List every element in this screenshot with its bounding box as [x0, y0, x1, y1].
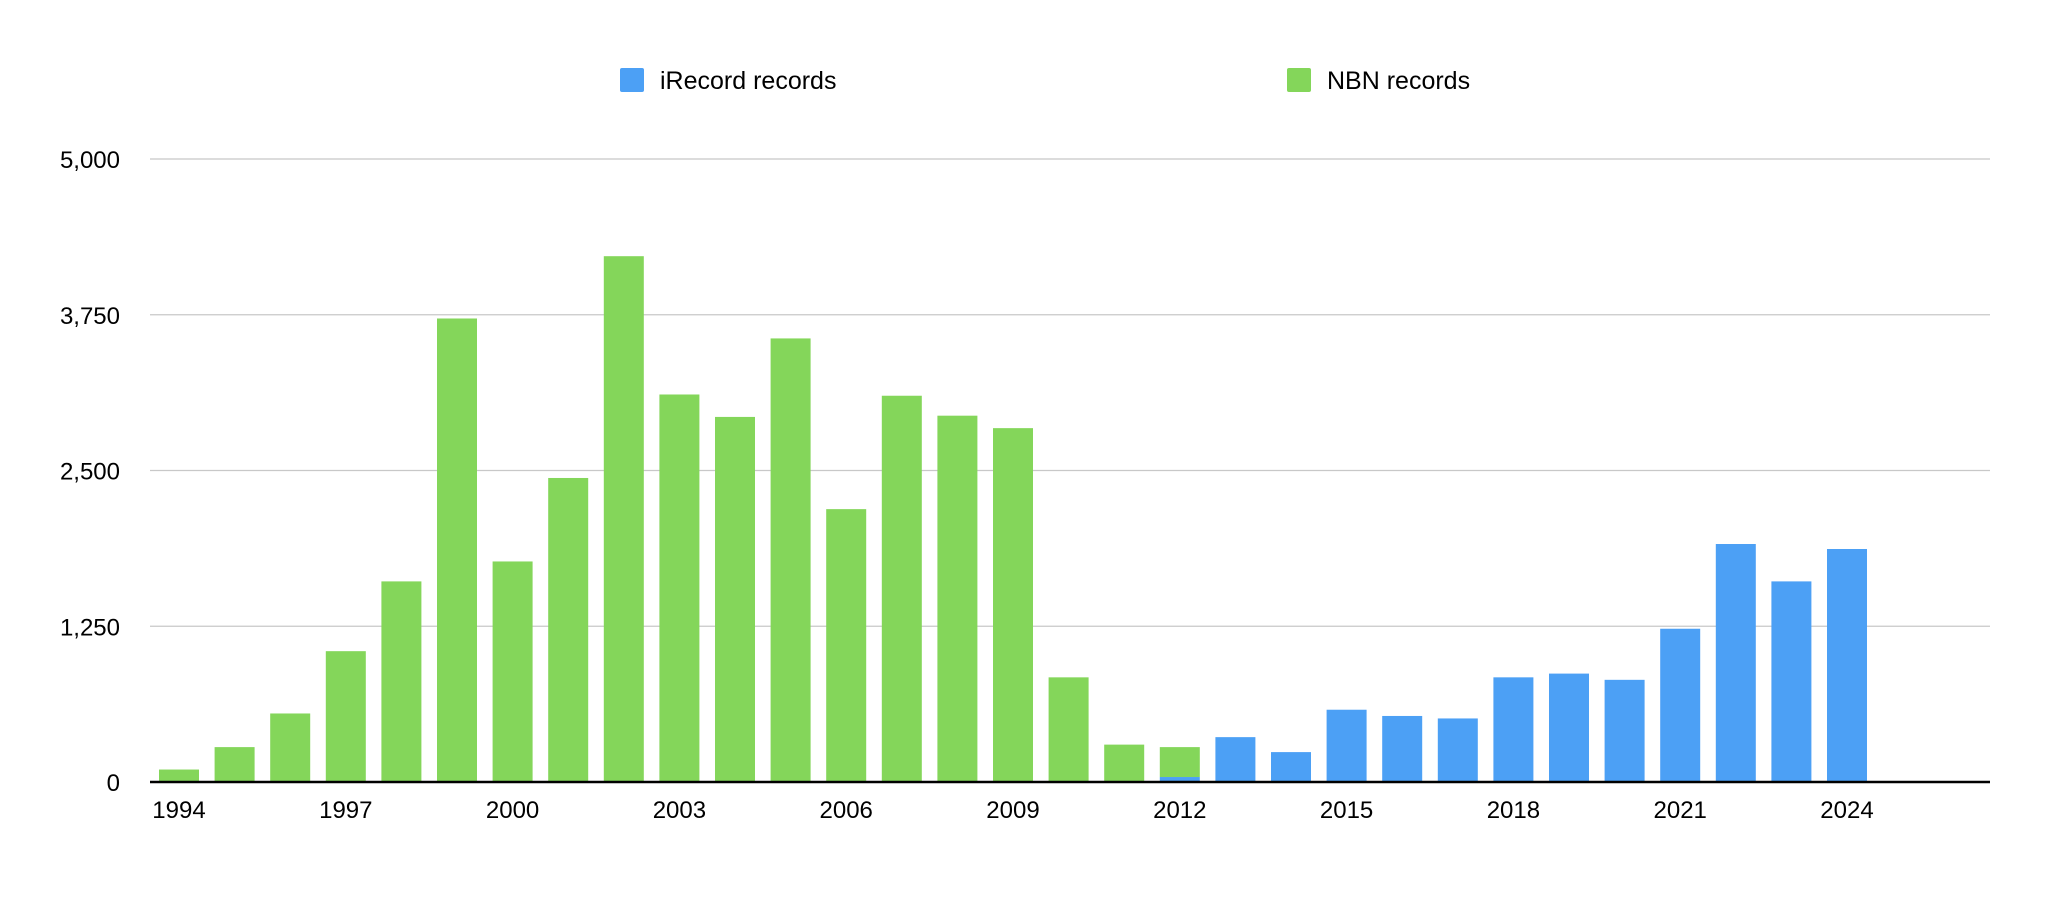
legend-swatch [1287, 68, 1311, 92]
bar-nbn-1999 [437, 318, 477, 782]
x-tick-label: 2012 [1153, 797, 1206, 824]
x-tick-label: 2009 [986, 797, 1039, 824]
bar-nbn-2008 [937, 415, 978, 782]
y-tick-label: 3,750 [60, 303, 120, 330]
bar-nbn-1997 [325, 651, 366, 782]
y-tick-label: 2,500 [60, 459, 120, 486]
bar-nbn-2011 [1104, 744, 1145, 782]
bar-nbn-2004 [715, 416, 755, 782]
bar-irecord-2012 [1159, 777, 1200, 782]
bar-nbn-1995 [214, 747, 255, 782]
bar-nbn-2006 [826, 509, 867, 782]
y-tick-label: 0 [107, 770, 120, 797]
x-tick-label: 2021 [1654, 797, 1707, 824]
x-tick-label: 2024 [1820, 797, 1873, 824]
bar-nbn-2003 [659, 394, 700, 782]
axes: 0 1,250 2,500 3,750 5,000 1994 1997 2000 2003 200… [60, 147, 1990, 824]
x-tick-label: 2018 [1487, 797, 1540, 824]
y-tick-label: 5,000 [60, 147, 120, 174]
legend-item-irecord: iRecord records [620, 67, 836, 95]
x-tick-label: 2003 [653, 797, 706, 824]
bar-nbn-2000 [492, 561, 533, 782]
bar-irecord-2023 [1771, 581, 1812, 782]
bar-nbn-2009 [993, 428, 1033, 782]
bars [159, 256, 1867, 782]
legend: iRecord records NBN records [620, 67, 1470, 95]
bar-nbn-2002 [603, 256, 644, 782]
bar-irecord-2020 [1604, 679, 1645, 782]
bar-irecord-2018 [1493, 677, 1534, 782]
bar-irecord-2016 [1382, 715, 1423, 782]
legend-swatch [620, 68, 644, 92]
legend-label: iRecord records [660, 67, 836, 95]
bar-nbn-2001 [548, 477, 589, 782]
legend-label: NBN records [1327, 67, 1470, 95]
bar-irecord-2024 [1827, 549, 1867, 782]
bar-irecord-2013 [1215, 737, 1256, 782]
bar-irecord-2019 [1549, 673, 1589, 782]
y-tick-label: 1,250 [60, 614, 120, 641]
bar-nbn-2010 [1048, 677, 1089, 782]
bar-irecord-2021 [1660, 628, 1701, 782]
bar-nbn-2007 [881, 395, 922, 782]
bar-nbn-2005 [770, 338, 811, 782]
gridlines [150, 158, 1990, 627]
x-tick-label: 1994 [152, 797, 205, 824]
x-tick-label: 2015 [1320, 797, 1373, 824]
bar-irecord-2017 [1437, 718, 1478, 782]
bar-irecord-2022 [1715, 544, 1756, 782]
legend-item-nbn: NBN records [1287, 67, 1470, 95]
bar-irecord-2014 [1271, 752, 1311, 782]
x-tick-label: 1997 [319, 797, 372, 824]
bar-nbn-2012 [1159, 747, 1200, 778]
bar-nbn-1998 [381, 581, 422, 782]
bar-irecord-2015 [1326, 709, 1367, 782]
x-tick-label: 2006 [820, 797, 873, 824]
x-tick-label: 2000 [486, 797, 539, 824]
bar-nbn-1994 [159, 769, 199, 782]
bar-nbn-1996 [270, 713, 311, 782]
